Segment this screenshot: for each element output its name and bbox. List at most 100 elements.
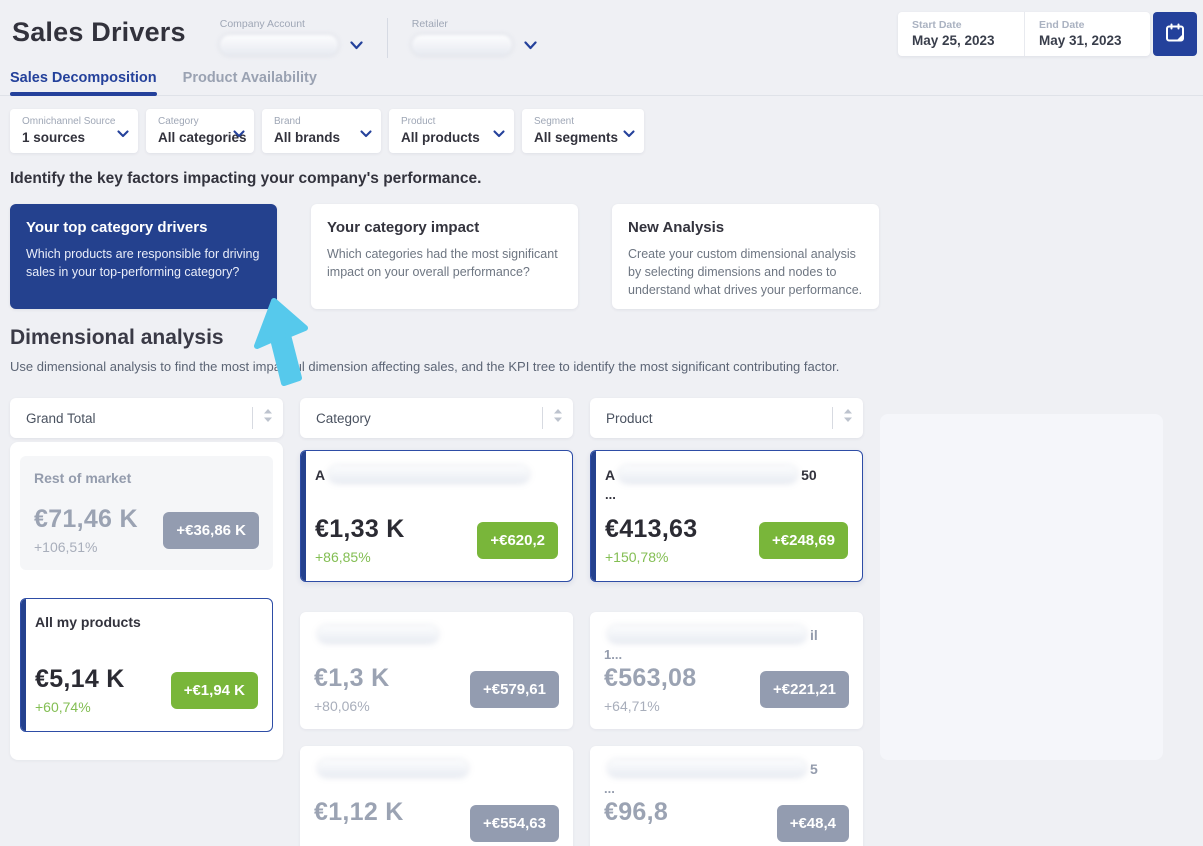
start-date-label: Start Date xyxy=(912,19,962,31)
driver-card-percent-change: +150,78% xyxy=(605,549,669,565)
chevron-down-icon[interactable] xyxy=(350,40,363,50)
filter-selected-value: All brands xyxy=(274,130,341,145)
driver-card-title: 5 xyxy=(604,760,849,777)
column-header-label: Category xyxy=(316,410,371,426)
page-title: Sales Drivers xyxy=(12,17,186,47)
driver-card-metrics: €1,12 K xyxy=(314,798,404,846)
tab[interactable]: Sales Decomposition xyxy=(10,70,157,96)
driver-card[interactable]: All my products €5,14 K +60,74% +€1,94 K xyxy=(20,598,273,732)
filter-selected-value: 1 sources xyxy=(22,130,86,145)
delta-badge: +€554,63 xyxy=(470,805,559,842)
driver-card[interactable]: Rest of market €71,46 K +106,51% +€36,86 K xyxy=(20,456,273,570)
filter-selected-value: All segments xyxy=(534,130,619,145)
date-range-picker: Start Date May 25, 2023 End Date May 31,… xyxy=(898,12,1197,56)
chevron-down-icon xyxy=(360,125,372,143)
driver-card[interactable]: A €1,33 K +86,85% +€620,2 xyxy=(300,450,573,582)
driver-card-value-row: €1,33 K +86,85% +€620,2 xyxy=(315,515,558,566)
driver-card-metrics: €5,14 K +60,74% xyxy=(35,665,125,716)
driver-card-percent-change: +60,74% xyxy=(35,699,91,715)
column-header-divider xyxy=(832,407,833,429)
analysis-card-description: Create your custom dimensional analysis … xyxy=(628,247,863,298)
driver-card-value-row: €5,14 K +60,74% +€1,94 K xyxy=(35,665,258,716)
delta-badge: +€1,94 K xyxy=(170,672,258,709)
driver-card-value-row: €1,3 K +80,06% +€579,61 xyxy=(314,664,559,715)
company-account-dropdown[interactable]: Company Account xyxy=(219,18,363,55)
dimensional-analysis-title: Dimensional analysis xyxy=(10,326,224,349)
chevron-down-icon xyxy=(493,125,505,143)
company-account-label: Company Account xyxy=(219,18,305,30)
driver-card-title xyxy=(314,626,559,643)
chevron-down-icon[interactable] xyxy=(524,40,537,50)
driver-card-metrics: €413,63 +150,78% xyxy=(605,515,697,566)
analysis-card-description: Which categories had the most significan… xyxy=(327,247,558,280)
driver-card-value-row: €1,12 K +€554,63 xyxy=(314,798,559,846)
redacted-retailer-value xyxy=(411,35,512,55)
delta-badge: +€36,86 K xyxy=(163,512,259,549)
driver-card[interactable]: il 1... €563,08 +64,71% +€221,21 xyxy=(590,612,863,729)
analysis-cards-row: Your top category drivers Which products… xyxy=(10,204,1193,309)
driver-card-metrics: €96,8 xyxy=(604,798,668,846)
driver-card-title-ellipsis: ... xyxy=(604,781,615,796)
tab-label: Sales Decomposition xyxy=(10,70,157,86)
analysis-card-title: Your category impact xyxy=(327,219,480,236)
delta-badge: +€248,69 xyxy=(759,522,848,559)
driver-card-value: €563,08 xyxy=(604,664,697,692)
driver-card-title-fragment: il xyxy=(810,626,818,643)
filter-dropdown[interactable]: Product All products xyxy=(389,109,514,153)
driver-card-title: il xyxy=(604,626,849,643)
driver-card[interactable]: 5... €96,8 +€48,4 xyxy=(590,746,863,846)
retailer-dropdown[interactable]: Retailer xyxy=(411,18,537,55)
redacted-text xyxy=(619,466,798,483)
driver-card-value: €1,3 K xyxy=(314,664,390,692)
driver-card-value-row: €96,8 +€48,4 xyxy=(604,798,849,846)
driver-card-title-fragment: 50 xyxy=(801,466,817,483)
filter-dropdown[interactable]: Category All categories xyxy=(146,109,254,153)
intro-text: Identify the key factors impacting your … xyxy=(10,170,482,187)
delta-badge: +€48,4 xyxy=(776,805,849,842)
analysis-card[interactable]: New Analysis Create your custom dimensio… xyxy=(612,204,879,309)
column-header-label: Grand Total xyxy=(26,410,96,426)
chevron-down-icon xyxy=(623,125,635,143)
column-header-divider xyxy=(252,407,253,429)
driver-card-value: €96,8 xyxy=(604,798,669,826)
driver-card[interactable]: A 50... €413,63 +150,78% +€248,69 xyxy=(590,450,863,582)
analysis-card-description: Which products are responsible for drivi… xyxy=(26,247,260,280)
analysis-card-title: Your top category drivers xyxy=(26,219,208,236)
driver-card-percent-change: +86,85% xyxy=(315,549,371,565)
start-date-field[interactable]: Start Date May 25, 2023 xyxy=(898,12,1024,56)
column-header[interactable]: Product xyxy=(590,398,863,438)
filter-label: Category xyxy=(158,116,199,127)
driver-card-percent-change xyxy=(314,832,404,846)
column-header[interactable]: Category xyxy=(300,398,573,438)
column-header[interactable]: Grand Total xyxy=(10,398,283,438)
driver-card-title: A xyxy=(315,466,558,483)
driver-card-title: Rest of market xyxy=(34,470,132,486)
driver-card[interactable]: €1,3 K +80,06% +€579,61 xyxy=(300,612,573,729)
end-date-field[interactable]: End Date May 31, 2023 xyxy=(1024,12,1150,56)
chevron-down-icon xyxy=(117,125,129,143)
driver-card-metrics: €563,08 +64,71% xyxy=(604,664,696,715)
header-divider xyxy=(386,18,388,58)
filter-dropdown[interactable]: Segment All segments xyxy=(522,109,645,153)
driver-card-percent-change: +80,06% xyxy=(314,698,370,714)
driver-card-title xyxy=(314,760,559,777)
driver-card-metrics: €1,33 K +86,85% xyxy=(315,515,405,566)
filter-selected-value: All categories xyxy=(158,130,247,145)
driver-card[interactable]: €1,12 K +€554,63 xyxy=(300,746,573,846)
driver-card-percent-change: +64,71% xyxy=(604,698,660,714)
sort-icon[interactable] xyxy=(263,408,273,428)
sort-icon[interactable] xyxy=(553,408,563,428)
dimensional-analysis-subtitle: Use dimensional analysis to find the mos… xyxy=(10,359,840,374)
filter-dropdown[interactable]: Omnichannel Source 1 sources xyxy=(10,109,138,153)
dimension-columns: Grand Total Rest of market €71,46 K +106,51… xyxy=(10,398,1193,846)
sort-icon[interactable] xyxy=(843,408,853,428)
redacted-company-account-value xyxy=(219,35,338,55)
end-date-label: End Date xyxy=(1039,19,1085,31)
column-header-controls xyxy=(542,407,563,429)
driver-card-value: €5,14 K xyxy=(35,665,125,693)
filter-dropdown[interactable]: Brand All brands xyxy=(262,109,381,153)
analysis-card[interactable]: Your category impact Which categories ha… xyxy=(311,204,578,309)
analysis-card[interactable]: Your top category drivers Which products… xyxy=(10,204,277,309)
tab[interactable]: Product Availability xyxy=(183,70,317,95)
calendar-button[interactable] xyxy=(1153,12,1197,56)
